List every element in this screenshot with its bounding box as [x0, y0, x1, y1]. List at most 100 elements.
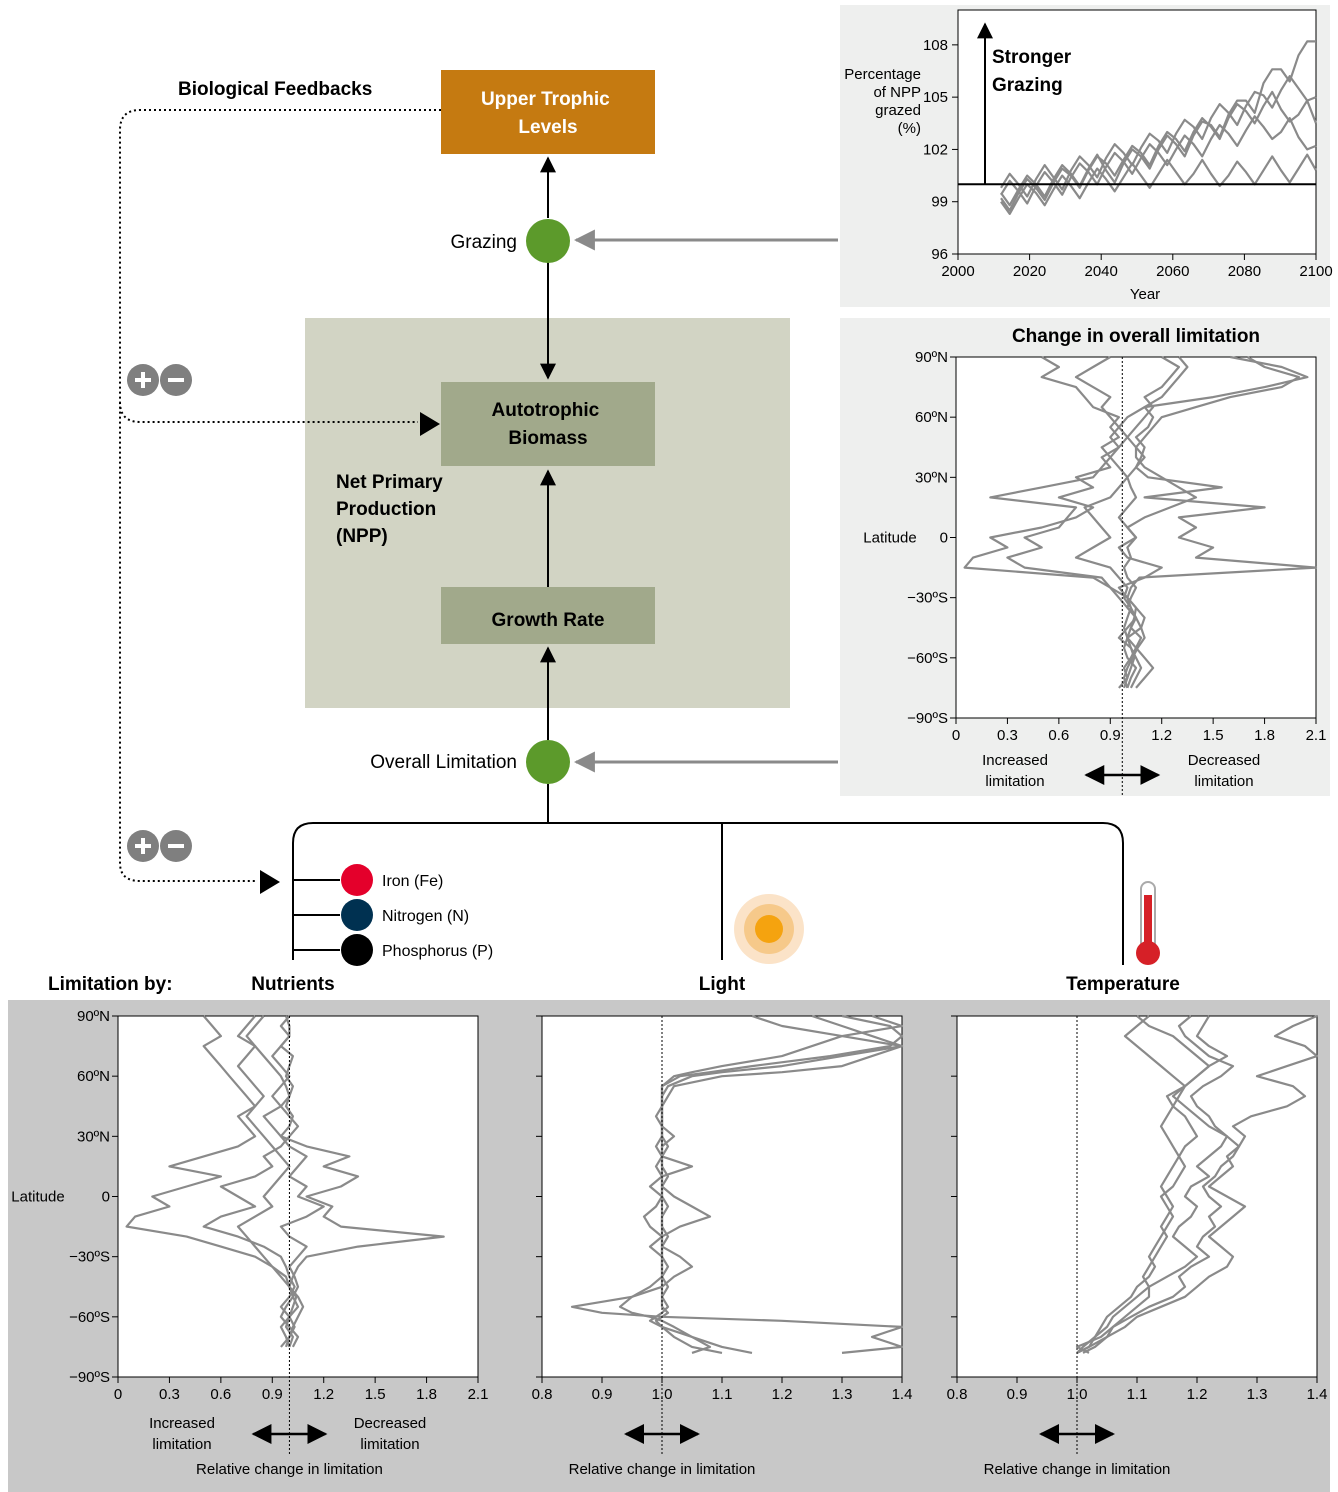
temperature-xtick-label: 0.8: [947, 1386, 968, 1403]
nutrients-ytick-label: −60ºS: [69, 1309, 110, 1326]
temperature-series-line: [1076, 1015, 1187, 1354]
nutrient-dot: [341, 934, 373, 966]
nutrients-ytick-label: −30ºS: [69, 1249, 110, 1266]
growth-rate-box: [441, 587, 655, 644]
upper-trophic-label: Upper Trophic Levels: [481, 89, 615, 138]
light-series-line: [648, 1014, 904, 1354]
growth-rate-label: Growth Rate: [492, 610, 605, 631]
grazing-ylabel: grazed: [875, 102, 921, 119]
nutrients-ytick-label: 90ºN: [77, 1008, 110, 1025]
temperature-plot-area: [956, 1015, 1318, 1378]
grazing-label: Grazing: [450, 232, 517, 253]
light-xlabel: Relative change in limitation: [569, 1461, 756, 1478]
grazing-xtick-label: 2040: [1085, 263, 1118, 280]
plus-icon: [127, 364, 159, 396]
overall-xtick-label: 1.2: [1151, 727, 1172, 744]
overall-series-line: [1117, 356, 1300, 689]
light-xtick-label: 0.9: [592, 1386, 613, 1403]
minus-icon: [160, 364, 192, 396]
overall-ytick-label: −30ºS: [907, 590, 948, 607]
light-xtick-label: 1.1: [712, 1386, 733, 1403]
overall-xtick-label: 1.8: [1254, 727, 1275, 744]
minus-icon: [160, 830, 192, 862]
nutrient-label: Phosphorus (P): [382, 943, 493, 960]
overall-series-line: [1117, 356, 1180, 689]
temperature-xtick-label: 0.9: [1007, 1386, 1028, 1403]
grazing-ylabel: of NPP: [873, 84, 921, 101]
overall-ytick-label: 0: [940, 530, 948, 547]
nutrients-series-line: [236, 1015, 298, 1348]
temperature-header: Temperature: [1066, 974, 1180, 995]
temperature-series-line: [1076, 1015, 1211, 1354]
plus-minus-icon-bottom: [127, 830, 192, 862]
overall-increased-label: limitation: [985, 773, 1044, 790]
nutrients-ytick-label: 30ºN: [77, 1128, 110, 1145]
grazing-series-line: [1000, 75, 1317, 198]
overall-ytick-label: 60ºN: [915, 409, 948, 426]
overall-ytick-label: −60ºS: [907, 650, 948, 667]
nutrients-xtick-label: 2.1: [468, 1386, 489, 1403]
grazing-ytick-label: 96: [931, 246, 948, 263]
overall-xtick-label: 2.1: [1306, 727, 1327, 744]
stronger-grazing-label: Grazing: [992, 75, 1063, 96]
overall-ytick-label: 90ºN: [915, 349, 948, 366]
nutrients-header: Nutrients: [251, 974, 334, 995]
nutrients-ytick-label: 0: [102, 1189, 110, 1206]
nutrients-xtick-label: 0: [114, 1386, 122, 1403]
nutrients-xlabel: Relative change in limitation: [196, 1461, 383, 1478]
nutrients-xtick-label: 0.9: [262, 1386, 283, 1403]
overall-decreased-label: limitation: [1194, 773, 1253, 790]
nutrient-legend: Iron (Fe) Nitrogen (N) Phosphorus (P): [293, 864, 493, 966]
light-xtick-label: 1.4: [892, 1386, 913, 1403]
overall-limitation-node: [526, 740, 570, 784]
grazing-xtick-label: 2060: [1156, 263, 1189, 280]
grazing-xtick-label: 2080: [1228, 263, 1261, 280]
nutrient-dot: [341, 899, 373, 931]
overall-increased-label: Increased: [982, 752, 1048, 769]
grazing-ylabel: Percentage: [844, 66, 921, 83]
temperature-xtick-label: 1.3: [1247, 1386, 1268, 1403]
temperature-xtick-label: 1.1: [1127, 1386, 1148, 1403]
overall-xtick-label: 0.9: [1100, 727, 1121, 744]
light-series-line: [618, 1014, 844, 1354]
nutrient-label: Iron (Fe): [382, 873, 443, 890]
grazing-xtick-label: 2100: [1299, 263, 1332, 280]
light-header: Light: [699, 974, 746, 995]
overall-xtick-label: 1.5: [1203, 727, 1224, 744]
limitation-bracket: [292, 784, 1124, 965]
thermometer-icon: [1136, 881, 1160, 965]
nutrients-xtick-label: 1.5: [365, 1386, 386, 1403]
nutrients-series-line: [279, 1015, 325, 1348]
grazing-xtick-label: 2020: [1013, 263, 1046, 280]
light-xtick-label: 0.8: [532, 1386, 553, 1403]
temperature-series-line: [1075, 1015, 1241, 1354]
overall-title: Change in overall limitation: [1012, 326, 1260, 347]
upper-trophic-box: [441, 70, 655, 154]
grazing-ytick-label: 99: [931, 194, 948, 211]
overall-decreased-label: Decreased: [1188, 752, 1261, 769]
overall-ytick-label: −90ºS: [907, 710, 948, 727]
nutrient-dot: [341, 864, 373, 896]
grazing-ytick-label: 102: [923, 141, 948, 158]
autotrophic-box: [441, 382, 655, 466]
npp-label: Net Primary Production (NPP): [336, 472, 448, 547]
overall-limitation-label: Overall Limitation: [370, 752, 517, 773]
nutrients-xtick-label: 0.6: [210, 1386, 231, 1403]
nutrients-xtick-label: 1.8: [416, 1386, 437, 1403]
grazing-node: [526, 219, 570, 263]
temperature-xtick-label: 1.0: [1067, 1386, 1088, 1403]
plus-icon: [127, 830, 159, 862]
grazing-series-line: [1000, 115, 1317, 205]
autotrophic-label: Autotrophic Biomass: [492, 400, 605, 449]
overall-series-line: [963, 355, 1309, 689]
nutrients-ytick-label: 60ºN: [77, 1068, 110, 1085]
stronger-grazing-label: Stronger: [992, 47, 1072, 68]
light-series-line: [654, 1014, 904, 1354]
grazing-plot-area: [957, 9, 1317, 255]
grazing-ylabel: (%): [898, 120, 921, 137]
nutrients-decreased-label: Decreased: [354, 1415, 427, 1432]
grazing-xlabel: Year: [1130, 286, 1160, 303]
nutrients-xtick-label: 1.2: [313, 1386, 334, 1403]
feedback-arrowhead-nutrients: [260, 870, 280, 894]
